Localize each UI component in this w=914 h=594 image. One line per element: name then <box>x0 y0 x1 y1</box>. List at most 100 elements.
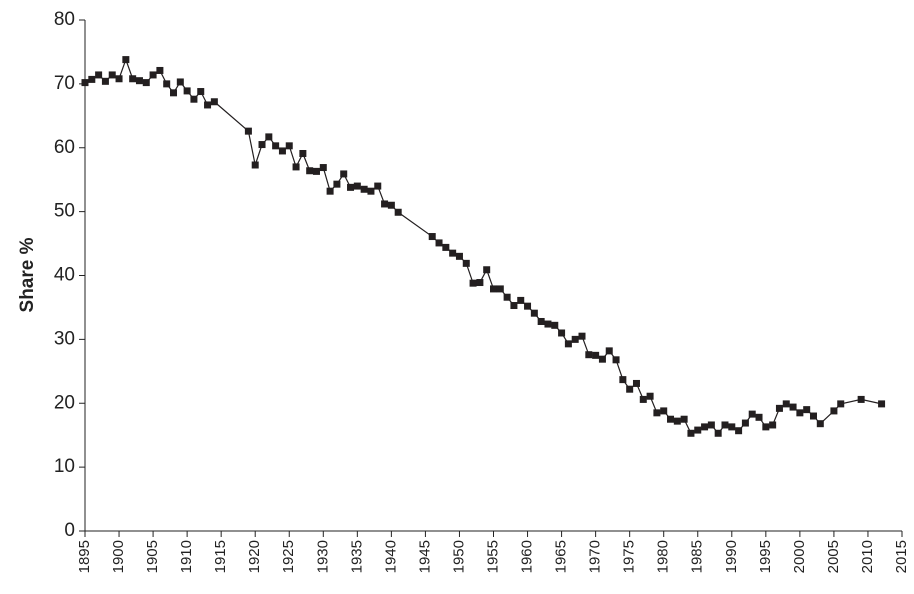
marker <box>537 317 545 325</box>
marker <box>244 127 252 135</box>
x-tick-label: 2010 <box>859 540 876 573</box>
marker <box>741 419 749 427</box>
marker <box>88 75 96 83</box>
x-tick-label: 1905 <box>144 540 161 573</box>
x-tick-label: 2015 <box>893 540 910 573</box>
marker <box>115 75 123 83</box>
y-tick-label: 10 <box>54 456 75 477</box>
marker <box>646 392 654 400</box>
x-tick-label: 1990 <box>723 540 740 573</box>
x-tick-label: 1985 <box>689 540 706 573</box>
marker <box>265 133 273 141</box>
marker <box>585 351 593 359</box>
marker <box>367 187 375 195</box>
marker <box>707 421 715 429</box>
marker <box>476 279 484 287</box>
marker <box>278 147 286 155</box>
marker <box>694 426 702 434</box>
y-tick-label: 60 <box>54 137 75 158</box>
x-tick-label: 1895 <box>76 540 93 573</box>
marker <box>272 142 280 150</box>
x-tick-label: 2005 <box>825 540 842 573</box>
marker <box>312 167 320 175</box>
marker <box>598 355 606 363</box>
y-tick-label: 50 <box>54 201 75 222</box>
marker <box>258 141 266 149</box>
x-tick-label: 1950 <box>450 540 467 573</box>
x-tick-label: 1975 <box>621 540 638 573</box>
marker <box>878 400 886 408</box>
marker <box>721 421 729 429</box>
marker <box>714 429 722 437</box>
marker <box>496 285 504 293</box>
marker <box>462 259 470 267</box>
y-tick-label: 20 <box>54 392 75 413</box>
marker <box>667 415 675 423</box>
marker <box>735 427 743 435</box>
x-tick-label: 1925 <box>280 540 297 573</box>
x-tick-label: 1955 <box>484 540 501 573</box>
y-tick-label: 70 <box>54 73 75 94</box>
marker <box>142 79 150 87</box>
x-tick-label: 1980 <box>655 540 672 573</box>
marker <box>748 410 756 418</box>
marker <box>789 403 797 411</box>
marker <box>326 187 334 195</box>
marker <box>530 309 538 317</box>
marker <box>701 423 709 431</box>
marker <box>605 347 613 355</box>
x-tick-label: 2000 <box>791 540 808 573</box>
marker <box>517 296 525 304</box>
marker <box>163 80 171 88</box>
x-tick-label: 1900 <box>110 540 127 573</box>
x-tick-label: 1915 <box>212 540 229 573</box>
marker <box>394 208 402 216</box>
x-tick-label: 1940 <box>382 540 399 573</box>
marker <box>299 149 307 157</box>
marker <box>374 182 382 190</box>
marker <box>551 321 559 329</box>
marker <box>449 249 457 257</box>
x-tick-label: 1930 <box>314 540 331 573</box>
line <box>84 57 882 435</box>
x-tick-label: 1970 <box>587 540 604 573</box>
marker <box>156 66 164 74</box>
marker <box>170 89 178 97</box>
marker <box>306 167 314 175</box>
marker <box>558 329 566 337</box>
marker <box>469 279 477 287</box>
marker <box>769 421 777 429</box>
x-tick-label: 1945 <box>416 540 433 573</box>
marker <box>626 385 634 393</box>
marker <box>129 75 137 83</box>
marker <box>687 429 695 437</box>
marker <box>190 95 198 103</box>
marker <box>503 293 511 301</box>
marker <box>483 266 491 274</box>
marker <box>660 407 668 415</box>
marker <box>775 404 783 412</box>
marker <box>204 101 212 109</box>
marker <box>857 395 865 403</box>
marker <box>353 182 361 190</box>
x-tick-label: 1935 <box>348 540 365 573</box>
marker <box>782 400 790 408</box>
marker <box>81 79 89 87</box>
marker <box>381 200 389 208</box>
marker <box>108 71 116 79</box>
y-tick-label: 0 <box>64 520 75 541</box>
marker <box>809 412 817 420</box>
marker <box>428 233 436 241</box>
marker <box>571 335 579 343</box>
marker <box>524 302 532 310</box>
marker <box>755 413 763 421</box>
marker <box>360 185 368 193</box>
marker <box>95 71 103 79</box>
marker <box>149 71 157 79</box>
marker <box>816 420 824 428</box>
marker <box>728 423 736 431</box>
y-axis-title: Share % <box>17 237 38 312</box>
marker <box>340 170 348 178</box>
marker <box>830 407 838 415</box>
